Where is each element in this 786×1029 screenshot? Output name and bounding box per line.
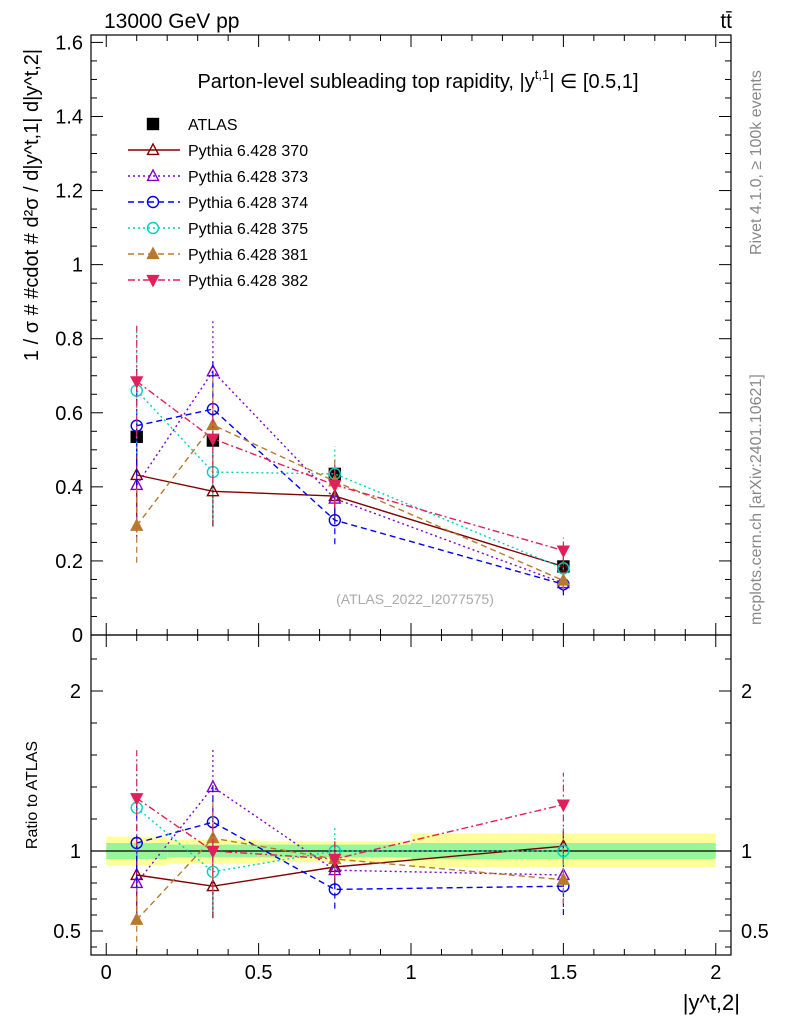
legend-item: Pythia 6.428 381 xyxy=(128,246,308,264)
y-tick-label: 0.5 xyxy=(53,921,81,943)
legend-marker xyxy=(146,221,160,235)
data-point xyxy=(556,545,571,559)
series-line xyxy=(136,786,564,884)
data-point xyxy=(556,872,571,885)
data-point xyxy=(130,793,144,806)
series-line xyxy=(136,821,564,891)
data-point xyxy=(556,558,571,572)
legend-item: Pythia 6.428 374 xyxy=(128,195,308,212)
main-plot-frame xyxy=(90,34,732,636)
series-pythia-6-428-381 xyxy=(130,798,571,952)
legend-label: Pythia 6.428 374 xyxy=(188,195,308,212)
series-pythia-6-428-370 xyxy=(130,423,571,576)
side-label-bottom: mcplots.cern.ch [arXiv:2401.10621] xyxy=(748,374,765,625)
data-point xyxy=(328,479,342,493)
y-tick-label: 1.4 xyxy=(55,106,83,128)
data-point xyxy=(130,376,144,389)
series-line xyxy=(136,390,564,569)
data-point xyxy=(130,912,144,925)
y-tick-label: 1.2 xyxy=(55,181,83,203)
x-tick-label: 1.5 xyxy=(549,962,577,984)
data-point xyxy=(557,844,570,858)
legend-item: Pythia 6.428 375 xyxy=(128,221,308,238)
y-tick-label: 1.6 xyxy=(55,32,83,54)
data-point xyxy=(328,883,342,896)
energy-label: 13000 GeV pp xyxy=(104,10,239,33)
y-tick-label-right: 1 xyxy=(741,841,752,863)
series-pythia-6-428-374 xyxy=(130,360,570,596)
main-y-axis-label: 1 / σ # #cdot # d²σ / d|y^t,1| d|y^t,2| xyxy=(21,49,43,361)
y-tick-label: 0.4 xyxy=(55,477,83,499)
legend-label: Pythia 6.428 382 xyxy=(188,273,308,290)
legend-label: Pythia 6.428 375 xyxy=(188,221,308,238)
main-title-pre: Parton-level subleading top rapidity, |y xyxy=(197,71,534,93)
y-tick-label: 0.2 xyxy=(55,551,83,573)
y-tick-label: 0.6 xyxy=(55,403,83,425)
data-point xyxy=(206,433,220,447)
legend-marker xyxy=(146,142,160,156)
main-title-sup: t,1 xyxy=(535,67,549,82)
legend-marker xyxy=(146,246,160,260)
ratio-plot-frame xyxy=(90,634,732,956)
legend-item: ATLAS xyxy=(146,117,238,134)
series-line xyxy=(136,380,564,552)
data-point xyxy=(130,836,143,850)
data-point xyxy=(328,853,342,867)
ratio-y-axis-label: Ratio to ATLAS xyxy=(24,741,41,849)
series-pythia-6-428-382 xyxy=(130,325,571,564)
series-pythia-6-428-381 xyxy=(130,376,571,590)
series-line xyxy=(136,797,564,860)
data-point xyxy=(130,518,144,531)
series-line xyxy=(136,837,564,921)
legend-item: Pythia 6.428 373 xyxy=(128,168,308,186)
data-point xyxy=(206,483,220,497)
y-tick-label: 0 xyxy=(72,625,83,647)
legend-marker xyxy=(146,195,160,209)
series-line xyxy=(136,408,564,585)
series-line xyxy=(136,424,564,582)
legend-label: Pythia 6.428 381 xyxy=(188,247,308,264)
x-tick-label: 0 xyxy=(101,962,112,984)
series-line xyxy=(136,845,564,887)
main-plot-panel: 0 0.2 0.4 0.6 0.8 1 1.2 1.4 1.6 (ATLAS_2022_I207… xyxy=(21,32,732,647)
legend-label: Pythia 6.428 373 xyxy=(188,169,308,186)
data-point xyxy=(206,417,220,431)
watermark: (ATLAS_2022_I2077575) xyxy=(336,591,494,607)
y-tick-label: 1 xyxy=(72,255,83,277)
data-point xyxy=(556,799,571,813)
legend-marker xyxy=(146,274,160,288)
legend-item: Pythia 6.428 382 xyxy=(128,273,308,290)
y-tick-label-right: 2 xyxy=(741,681,752,703)
legend-item: Pythia 6.428 370 xyxy=(128,142,308,160)
series-line xyxy=(136,370,564,584)
legend: ATLAS Pythia 6.428 370 Pythia 6.428 373 Pyt… xyxy=(128,117,308,290)
ratio-plot-panel: 0 0.5 1 1.5 2 0.5 0.5 1 1 2 2 Ratio to ATLAS xyxy=(24,634,769,984)
series-atlas xyxy=(130,430,570,573)
process-label: tt̄ xyxy=(720,10,732,33)
y-tick-label: 0.8 xyxy=(55,329,83,351)
series-pythia-6-428-382 xyxy=(130,750,571,891)
legend-marker xyxy=(146,117,160,131)
y-tick-label-right: 0.5 xyxy=(741,921,769,943)
main-title-post: | ∈ [0.5,1] xyxy=(549,71,638,93)
data-point xyxy=(556,573,571,586)
legend-label: Pythia 6.428 370 xyxy=(188,143,308,160)
x-tick-label: 0.5 xyxy=(245,962,273,984)
series-pythia-6-428-375 xyxy=(130,327,570,580)
x-axis-label: |y^t,2| xyxy=(683,990,740,1015)
series-line xyxy=(136,807,564,873)
x-tick-label: 2 xyxy=(710,962,721,984)
side-label-top: Rivet 4.1.0, ≥ 100k events xyxy=(748,70,765,255)
legend-marker xyxy=(146,168,160,182)
y-tick-label: 2 xyxy=(70,681,81,703)
series-pythia-6-428-373 xyxy=(130,319,571,593)
data-point xyxy=(328,513,342,527)
x-tick-label: 1 xyxy=(405,962,416,984)
legend-label: ATLAS xyxy=(188,117,238,134)
y-tick-label: 1 xyxy=(70,841,81,863)
data-point xyxy=(206,845,220,859)
main-title: Parton-level subleading top rapidity, |y… xyxy=(197,67,638,93)
